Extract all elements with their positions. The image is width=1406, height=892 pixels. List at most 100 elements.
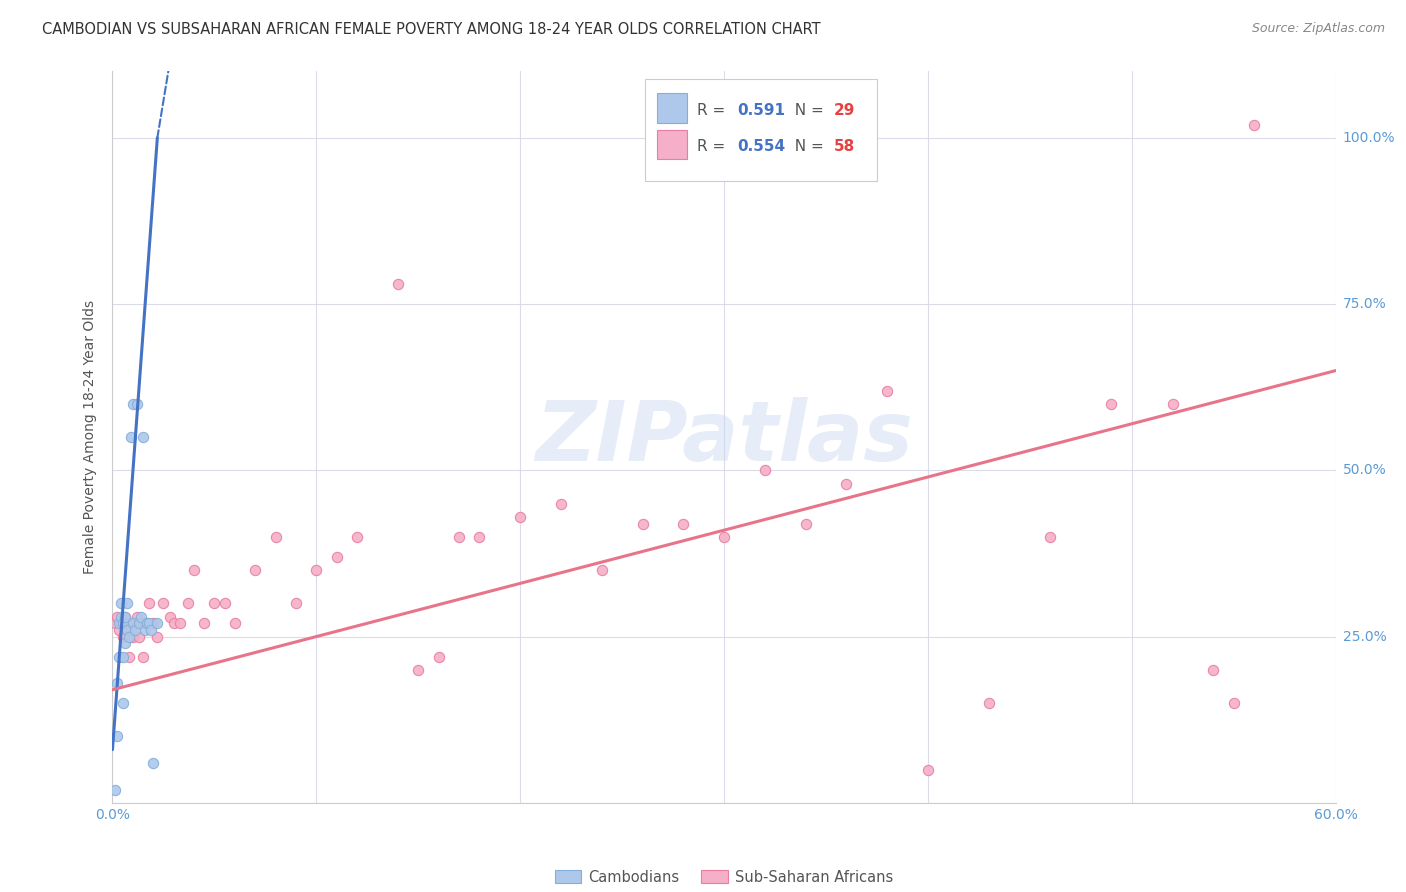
- Point: [1243, 118, 1265, 132]
- Point: [132, 649, 155, 664]
- Point: [115, 596, 138, 610]
- Point: [917, 763, 939, 777]
- Point: [111, 630, 134, 644]
- Point: [128, 616, 150, 631]
- Point: [427, 649, 450, 664]
- Text: 0.554: 0.554: [738, 139, 786, 154]
- Point: [224, 616, 246, 631]
- Point: [122, 630, 145, 644]
- Point: [979, 696, 1001, 710]
- Point: [107, 616, 129, 631]
- Point: [105, 676, 128, 690]
- Point: [138, 616, 160, 631]
- Point: [346, 530, 368, 544]
- Point: [1223, 696, 1246, 710]
- Point: [1099, 397, 1122, 411]
- Point: [129, 609, 152, 624]
- Point: [134, 623, 156, 637]
- Point: [120, 623, 142, 637]
- Point: [142, 756, 165, 770]
- FancyBboxPatch shape: [644, 78, 877, 181]
- Point: [103, 616, 125, 631]
- Point: [118, 630, 141, 644]
- Point: [177, 596, 200, 610]
- Point: [105, 729, 128, 743]
- Point: [105, 609, 128, 624]
- Text: CAMBODIAN VS SUBSAHARAN AFRICAN FEMALE POVERTY AMONG 18-24 YEAR OLDS CORRELATION: CAMBODIAN VS SUBSAHARAN AFRICAN FEMALE P…: [42, 22, 821, 37]
- Point: [111, 696, 134, 710]
- Point: [591, 563, 613, 577]
- Point: [146, 616, 169, 631]
- Point: [142, 616, 165, 631]
- Point: [631, 516, 654, 531]
- Point: [305, 563, 328, 577]
- Point: [876, 384, 898, 398]
- Text: ZIPatlas: ZIPatlas: [536, 397, 912, 477]
- Point: [1039, 530, 1062, 544]
- Point: [387, 277, 409, 292]
- Text: 50.0%: 50.0%: [1343, 463, 1386, 477]
- Bar: [657, 130, 688, 159]
- Point: [114, 636, 136, 650]
- Text: Source: ZipAtlas.com: Source: ZipAtlas.com: [1251, 22, 1385, 36]
- Point: [214, 596, 236, 610]
- Text: N =: N =: [785, 139, 830, 154]
- Point: [264, 530, 287, 544]
- Point: [120, 430, 142, 444]
- Point: [138, 596, 160, 610]
- Point: [284, 596, 308, 610]
- Point: [110, 616, 132, 631]
- Point: [204, 596, 226, 610]
- Point: [115, 623, 138, 637]
- Point: [111, 616, 134, 631]
- Point: [134, 616, 156, 631]
- Bar: [657, 94, 688, 122]
- Point: [468, 530, 491, 544]
- Point: [103, 782, 125, 797]
- Point: [141, 623, 163, 637]
- Point: [136, 616, 159, 631]
- Point: [124, 616, 146, 631]
- Point: [132, 430, 155, 444]
- Text: 100.0%: 100.0%: [1343, 131, 1395, 145]
- Point: [754, 463, 776, 477]
- Text: 29: 29: [834, 103, 856, 118]
- Point: [550, 497, 572, 511]
- Text: R =: R =: [697, 103, 730, 118]
- Point: [129, 616, 152, 631]
- Point: [1202, 663, 1225, 677]
- Point: [107, 623, 129, 637]
- Point: [713, 530, 735, 544]
- Point: [183, 563, 205, 577]
- Point: [794, 516, 817, 531]
- Point: [111, 649, 134, 664]
- Point: [245, 563, 267, 577]
- Point: [163, 616, 186, 631]
- Point: [125, 609, 148, 624]
- Point: [835, 476, 858, 491]
- Text: 0.591: 0.591: [738, 103, 786, 118]
- Legend: Cambodians, Sub-Saharan Africans: Cambodians, Sub-Saharan Africans: [550, 864, 898, 890]
- Point: [193, 616, 215, 631]
- Point: [125, 397, 148, 411]
- Point: [122, 616, 145, 631]
- Point: [107, 649, 129, 664]
- Point: [146, 630, 169, 644]
- Text: N =: N =: [785, 103, 830, 118]
- Point: [672, 516, 695, 531]
- Point: [152, 596, 174, 610]
- Point: [509, 509, 531, 524]
- Point: [114, 609, 136, 624]
- Point: [114, 609, 136, 624]
- Point: [124, 623, 146, 637]
- Text: 58: 58: [834, 139, 855, 154]
- Point: [159, 609, 181, 624]
- Point: [118, 649, 141, 664]
- Point: [128, 630, 150, 644]
- Point: [326, 549, 349, 564]
- Point: [408, 663, 430, 677]
- Point: [1161, 397, 1184, 411]
- Point: [122, 397, 145, 411]
- Text: R =: R =: [697, 139, 730, 154]
- Point: [447, 530, 470, 544]
